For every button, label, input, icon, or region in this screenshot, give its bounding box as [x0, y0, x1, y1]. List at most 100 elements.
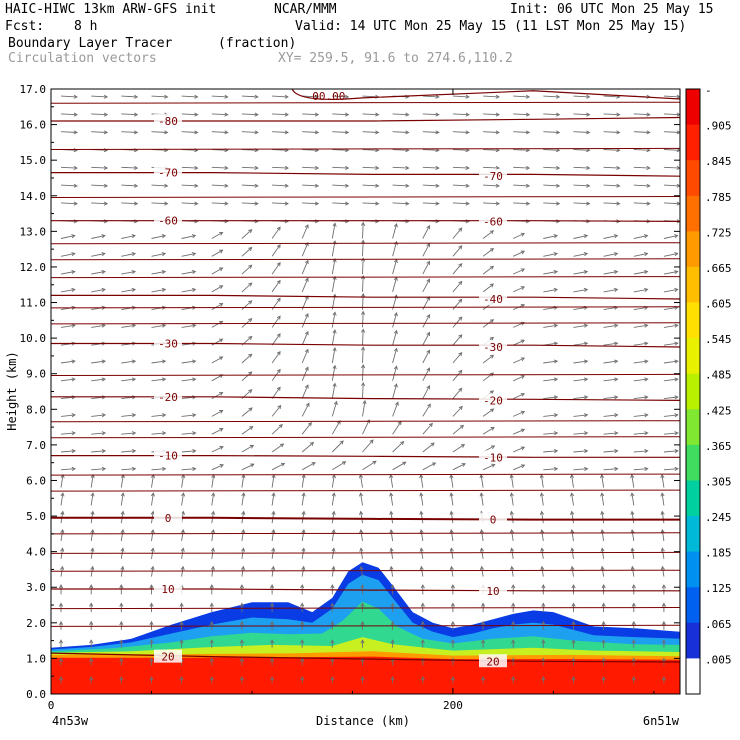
- vector-arrow: [603, 287, 619, 293]
- vector-arrow: [241, 407, 253, 417]
- vector-arrow: [633, 201, 651, 206]
- vector-arrow: [239, 639, 244, 648]
- vector-arrow: [660, 528, 665, 542]
- vector-arrow: [481, 676, 486, 684]
- contour-label-bg: [479, 214, 507, 228]
- vector-arrow: [452, 369, 463, 382]
- vector-arrow: [630, 565, 635, 577]
- vector-arrow: [150, 565, 155, 577]
- vector-arrow: [392, 311, 398, 328]
- contour-label: 0: [490, 514, 497, 527]
- vector-arrow: [272, 165, 289, 171]
- vector-arrow: [209, 602, 214, 613]
- vector-arrow: [663, 448, 679, 454]
- organization: NCAR/MMM: [274, 2, 337, 17]
- vector-arrow: [392, 420, 402, 435]
- vector-arrow: [181, 94, 199, 99]
- vector-arrow: [151, 431, 167, 436]
- field-name: Boundary Layer Tracer: [8, 36, 173, 51]
- vector-arrow: [513, 130, 531, 135]
- init-time: Init: 06 UTC Mon 25 May 15: [510, 2, 714, 17]
- contour-label-bg: [479, 583, 507, 597]
- vector-arrow: [271, 462, 286, 471]
- vector-arrow: [301, 259, 309, 275]
- colorbar-label: .065: [705, 618, 732, 631]
- vector-arrow: [452, 94, 470, 99]
- vector-arrow: [180, 565, 185, 577]
- vector-arrow: [633, 413, 649, 418]
- vector-arrow: [449, 473, 454, 488]
- vector-arrow: [513, 357, 526, 364]
- colorbar-label: .425: [705, 404, 732, 417]
- vector-arrow: [419, 473, 424, 488]
- vector-arrow: [513, 268, 526, 275]
- vector-arrow: [660, 473, 665, 488]
- vector-arrow: [211, 201, 229, 206]
- vector-arrow: [151, 323, 167, 328]
- colorbar-label: -: [705, 84, 712, 97]
- vector-arrow: [181, 431, 197, 436]
- vector-arrow: [211, 446, 224, 453]
- vector-arrow: [151, 466, 167, 471]
- vector-arrow: [180, 528, 185, 542]
- vector-arrow: [119, 676, 124, 684]
- vector-arrow: [241, 300, 253, 310]
- vector-arrow: [121, 234, 136, 239]
- vector-arrow: [209, 584, 214, 595]
- vector-arrow: [452, 463, 466, 471]
- vector-arrow: [603, 165, 621, 171]
- vector-arrow: [241, 165, 259, 171]
- vector-arrow: [630, 473, 635, 488]
- vector-arrow: [89, 602, 94, 613]
- vector-arrow: [390, 639, 395, 648]
- vector-arrow: [301, 402, 310, 417]
- vector-arrow: [301, 277, 309, 293]
- vector-arrow: [449, 492, 454, 506]
- vector-arrow: [483, 112, 500, 117]
- contour-label: -20: [483, 394, 503, 407]
- contour-line: [51, 306, 680, 309]
- vector-arrow: [600, 510, 605, 524]
- vector-arrow: [181, 130, 199, 135]
- vector-arrow: [543, 359, 559, 364]
- vector-arrow: [181, 234, 197, 239]
- vector-arrow: [543, 112, 561, 117]
- vector-arrow: [181, 413, 197, 418]
- vector-arrow: [301, 313, 309, 328]
- vector-arrow: [420, 639, 425, 648]
- vector-arrow: [60, 183, 78, 188]
- contour-line: [51, 569, 680, 572]
- vector-arrow: [509, 510, 514, 524]
- contour-label: -60: [158, 215, 178, 228]
- vector-arrow: [543, 183, 561, 188]
- y-tick-label: 5.0: [26, 510, 46, 523]
- vector-arrow: [241, 318, 253, 328]
- vector-arrow: [271, 492, 276, 506]
- vector-arrow: [151, 94, 169, 99]
- vector-arrow: [603, 359, 619, 364]
- colorbar-label: .125: [705, 582, 732, 595]
- vector-arrow: [603, 323, 619, 328]
- colorbar-swatch: [686, 338, 700, 375]
- vector-arrow: [570, 547, 575, 559]
- vector-arrow: [600, 492, 605, 506]
- contour-line: [51, 147, 680, 150]
- vector-arrow: [362, 183, 380, 188]
- vector-arrow: [151, 413, 167, 418]
- colorbar-swatch: [686, 516, 700, 553]
- contour-line: [51, 373, 680, 376]
- vector-arrow: [121, 431, 137, 436]
- vector-arrow: [60, 528, 65, 542]
- vector-arrow: [362, 399, 367, 417]
- vector-arrow: [60, 165, 78, 171]
- vector-arrow: [211, 473, 216, 488]
- vector-arrow: [422, 462, 437, 471]
- vector-arrow: [540, 547, 545, 559]
- vector-arrow: [633, 287, 649, 293]
- vector-arrow: [301, 547, 306, 559]
- vector-arrow: [543, 377, 559, 382]
- vector-arrow: [392, 165, 410, 171]
- vector-arrow: [543, 165, 561, 171]
- vector-arrow: [539, 473, 544, 488]
- vector-arrow: [422, 331, 430, 346]
